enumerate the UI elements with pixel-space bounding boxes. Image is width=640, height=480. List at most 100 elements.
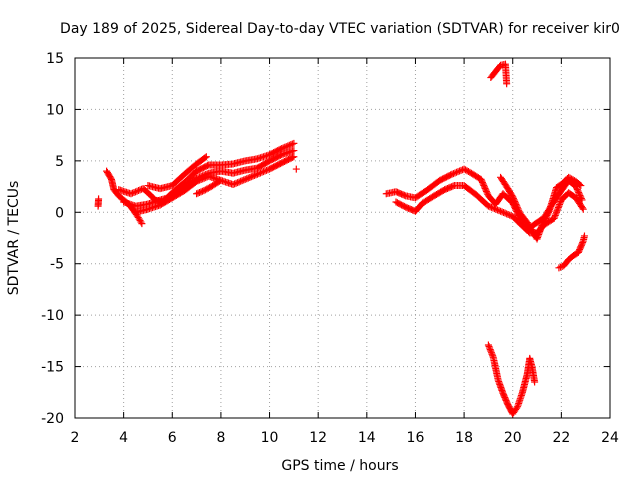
data-point [229,181,237,189]
data-point [261,167,269,175]
data-point [202,174,210,182]
x-tick-label: 4 [119,430,128,446]
x-tick-label: 10 [261,430,279,446]
data-point [479,180,487,188]
data-point [448,170,456,178]
data-point [281,143,289,151]
grid-lines [75,58,610,418]
data-point [256,169,264,177]
data-point [556,201,564,209]
data-point [553,207,561,215]
data-point [576,181,584,189]
data-point [193,177,201,185]
data-point [454,168,462,176]
data-point [557,263,565,271]
series-top-excursion [487,60,511,88]
data-point [290,139,298,147]
y-tick-label: -15 [41,360,64,376]
data-point [489,352,497,360]
data-point [237,177,245,185]
data-point [255,170,263,178]
data-point [130,188,138,196]
data-point [238,177,246,185]
data-point [487,347,495,355]
data-point [513,203,521,211]
data-point [512,200,520,208]
data-point [552,210,560,218]
data-point [554,205,562,213]
data-point [484,202,492,210]
data-point [197,176,205,183]
data-point [194,177,202,185]
x-tick-label: 14 [358,430,376,446]
data-point [135,187,143,195]
data-point [488,350,496,358]
data-point [451,169,459,177]
data-point [202,153,210,161]
data-point [575,190,583,198]
data-point [290,153,298,161]
data-point [480,181,488,189]
data-point [531,378,539,386]
data-point [495,207,503,215]
data-point [487,349,495,357]
data-point [482,187,490,195]
data-point [452,168,460,176]
data-point [511,197,519,205]
data-point [498,208,506,216]
data-point [288,140,296,148]
data-point [263,166,271,174]
x-tick-label: 6 [168,430,177,446]
data-point [501,209,509,217]
data-point [199,175,207,183]
data-point [579,239,587,246]
series-morning-dip [193,176,225,198]
data-point [497,207,505,215]
data-point [578,204,586,212]
data-point [128,189,136,197]
data-point [553,208,560,216]
data-point [494,206,502,214]
data-point [279,144,287,152]
chart-title: Day 189 of 2025, Sidereal Day-to-day VTE… [60,21,620,37]
data-point [231,180,239,188]
x-tick-label: 8 [216,430,225,446]
data-point [234,179,242,187]
data-point [573,186,581,194]
data-point [252,171,260,179]
data-point [289,153,297,161]
x-tick-label: 12 [309,430,327,446]
data-point [200,174,208,182]
data-point [550,214,558,222]
data-point [577,193,585,201]
data-point [579,205,587,213]
data-point [487,203,495,211]
data-point [201,154,209,162]
data-point [514,205,522,213]
data-point [482,186,490,194]
data-point [241,175,249,183]
data-point [515,206,523,214]
data-point [235,178,243,186]
data-point [292,165,300,173]
data-point [513,404,521,412]
y-tick-label: 5 [55,154,64,170]
y-tick-label: -10 [41,308,64,324]
data-point [513,202,521,210]
data-point [510,196,518,204]
x-tick-label: 24 [601,430,619,446]
data-point [544,209,552,217]
x-tick-label: 20 [504,430,522,446]
data-point [486,346,494,354]
data-point [576,191,584,199]
data-point [486,203,494,211]
x-tick-label: 16 [407,430,425,446]
y-tick-label: 0 [55,205,64,221]
data-point [554,204,562,212]
data-point [580,232,588,240]
data-point [449,170,457,178]
x-axis-label: GPS time / hours [281,458,398,474]
data-point [287,141,295,149]
data-point [509,194,517,202]
